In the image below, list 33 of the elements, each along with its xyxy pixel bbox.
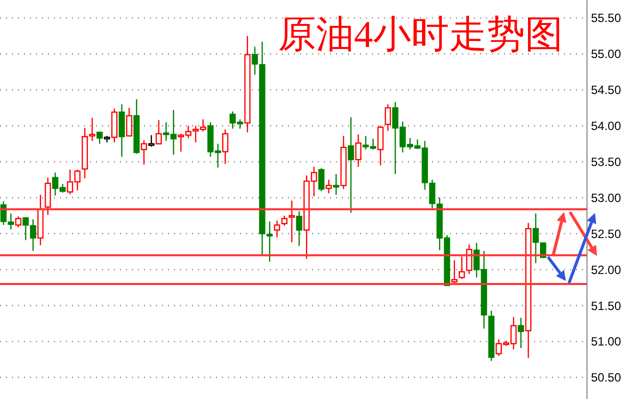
- y-tick-label: 55.00: [591, 47, 622, 62]
- candlestick: [266, 220, 273, 262]
- y-tick-label: 53.50: [591, 155, 622, 170]
- candlestick: [96, 132, 103, 144]
- candlestick: [318, 168, 324, 192]
- candlestick: [126, 107, 132, 138]
- y-tick-label: 54.50: [591, 83, 622, 98]
- y-tick-label: 51.00: [591, 334, 622, 349]
- candlestick: [326, 179, 332, 194]
- candlestick: [458, 256, 465, 280]
- candlestick: [44, 176, 51, 216]
- chart-title: 原油4小时走势图: [278, 14, 563, 56]
- candlestick: [377, 125, 384, 166]
- candlestick: [281, 215, 288, 226]
- y-tick-label: 51.50: [591, 298, 622, 313]
- candlestick: [466, 244, 472, 275]
- candlestick: [451, 260, 458, 285]
- candlestick: [518, 317, 524, 349]
- candlestick: [288, 200, 295, 243]
- candlestick: [333, 173, 340, 196]
- y-tick-label: 54.00: [591, 119, 622, 134]
- y-tick-label: 52.50: [591, 226, 622, 241]
- y-tick-label: 52.00: [591, 262, 622, 277]
- candlestick: [296, 210, 302, 246]
- candlestick: [222, 128, 228, 165]
- y-tick-label: 55.50: [591, 11, 622, 26]
- candlestick: [274, 220, 280, 238]
- candlestick: [355, 134, 362, 168]
- candlestick: [348, 116, 354, 214]
- candlestick: [384, 104, 391, 132]
- y-tick-label: 50.50: [591, 370, 622, 385]
- candlestick: [15, 216, 22, 228]
- y-tick-label: 53.00: [591, 190, 622, 205]
